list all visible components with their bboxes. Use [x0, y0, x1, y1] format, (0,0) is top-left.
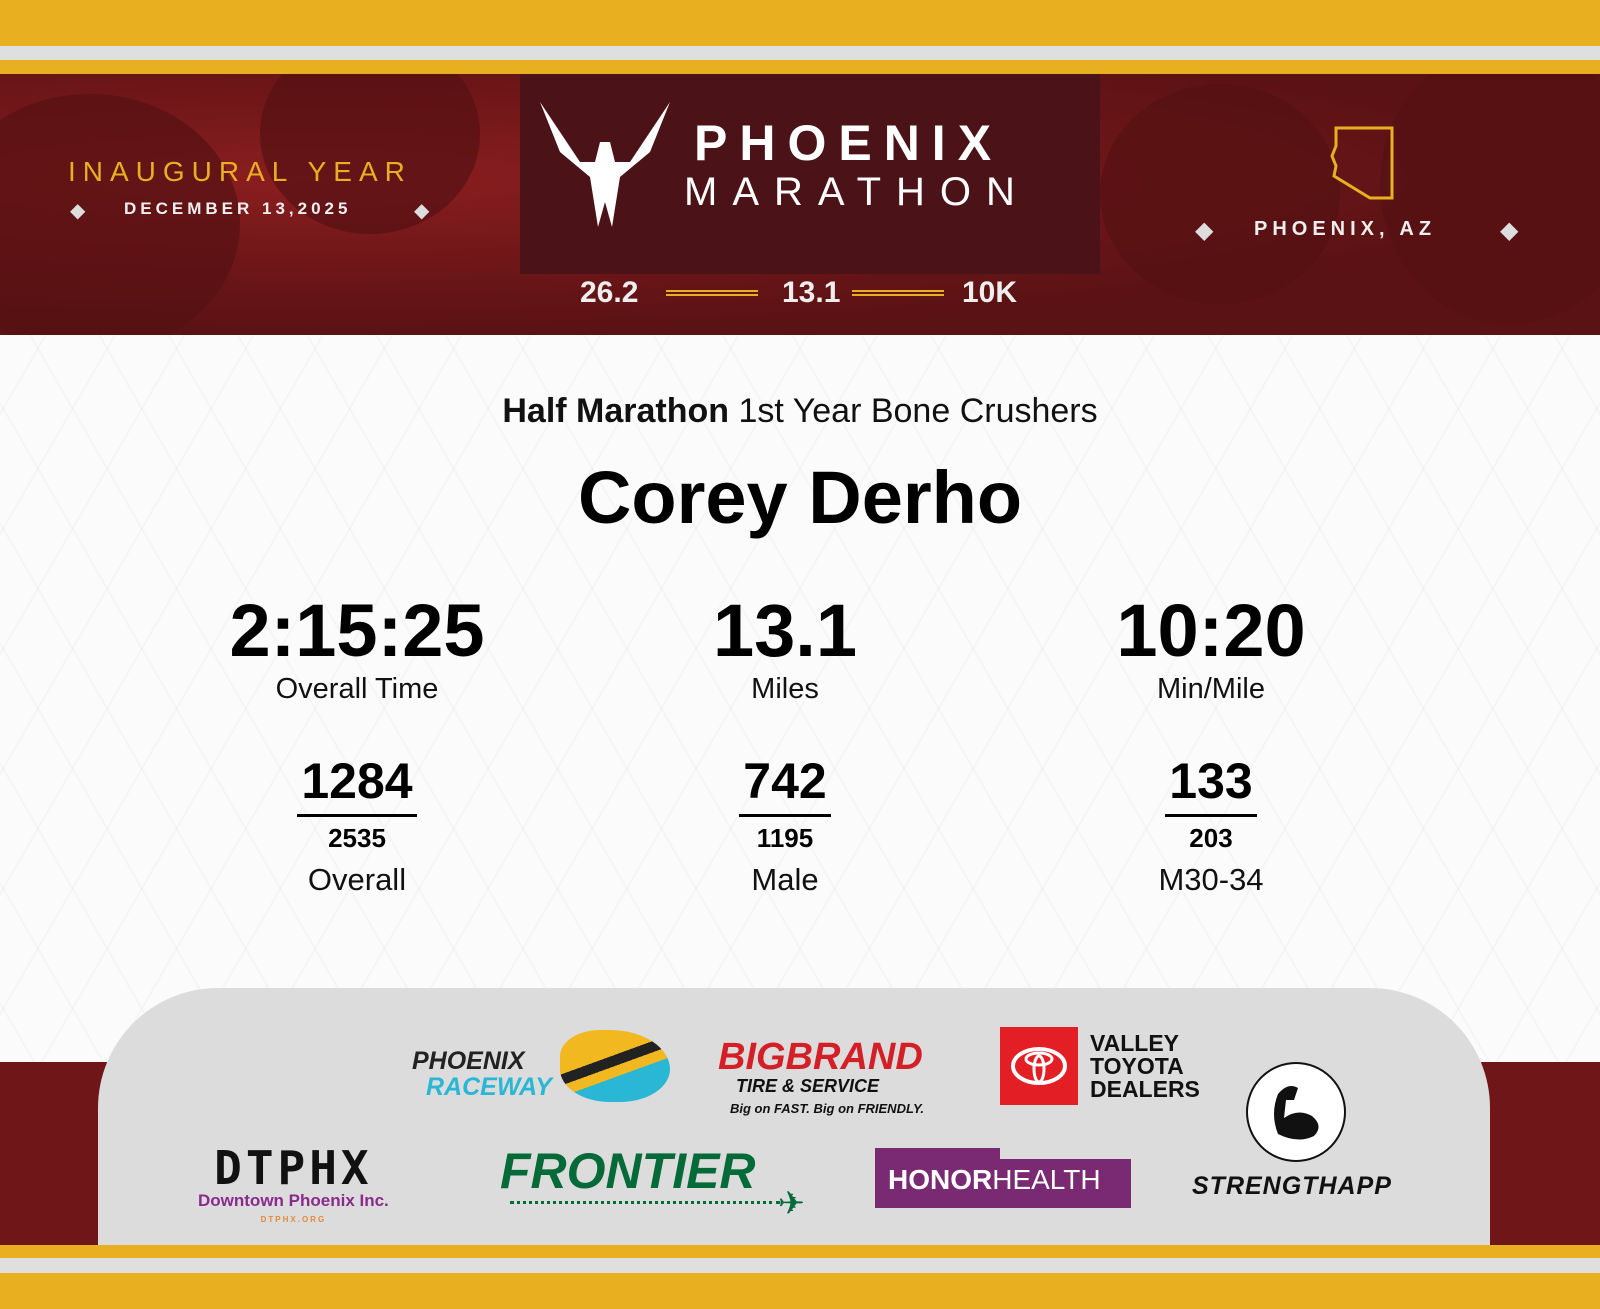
rank-label: M30-34	[1158, 862, 1264, 897]
title-marathon: MARATHON	[684, 170, 1030, 214]
dtphx-name: Downtown Phoenix Inc.	[198, 1191, 389, 1210]
frontier-dotted-line	[510, 1201, 780, 1204]
bigbrand-name: BIGBRAND	[718, 1036, 923, 1078]
health-text: HEALTH	[992, 1164, 1101, 1195]
team-name: 1st Year Bone Crushers	[738, 392, 1098, 430]
sponsor-dtphx: DTPHX Downtown Phoenix Inc. DTPHX.ORG	[198, 1145, 389, 1224]
rank-gender: 742 1195 Male	[585, 752, 985, 898]
stat-value: 2:15:25	[229, 589, 485, 672]
sponsor-strengthapp: STRENGTHAPP	[1192, 1172, 1392, 1200]
event-line: Half Marathon 1st Year Bone Crushers	[0, 392, 1600, 431]
bottom-gold-stripe-2	[0, 1273, 1600, 1309]
raceway-line2: RACEWAY	[426, 1073, 552, 1101]
strengthapp-emblem	[1246, 1062, 1346, 1162]
header-banner: INAUGURAL YEAR ◆ DECEMBER 13,2025 ◆ PHOE…	[0, 74, 1600, 335]
title-phoenix: PHOENIX	[694, 115, 1004, 171]
bottom-light-stripe	[0, 1258, 1600, 1273]
sponsor-phoenix-raceway: PHOENIX RACEWAY	[412, 1048, 552, 1100]
stat-pace: 10:20 Min/Mile	[1011, 588, 1411, 706]
rank-age-group: 133 203 M30-34	[1011, 752, 1411, 898]
airplane-icon: ✈	[778, 1185, 805, 1221]
runner-name: Corey Derho	[577, 456, 1023, 539]
top-light-stripe	[0, 46, 1600, 60]
dtphx-wordmark: DTPHX	[214, 1141, 373, 1195]
distance-10k: 10K	[962, 276, 1018, 309]
diamond-icon: ◆	[1195, 217, 1214, 244]
rank-total: 2535	[328, 823, 386, 853]
rank-total: 1195	[756, 823, 814, 853]
rank-label: Overall	[307, 862, 407, 897]
race-location: PHOENIX, AZ	[1254, 218, 1437, 240]
stat-label: Overall Time	[275, 673, 439, 705]
rank-place: 133	[1165, 752, 1257, 817]
race-date: DECEMBER 13,2025	[124, 199, 352, 218]
honorhealth-notch	[1000, 1148, 1131, 1159]
dtphx-url: DTPHX.ORG	[260, 1215, 327, 1224]
diamond-icon: ◆	[70, 200, 86, 222]
distance-26-2: 26.2	[580, 276, 639, 309]
raceway-line1: PHOENIX	[412, 1047, 525, 1075]
sponsor-bigbrand: BIGBRAND TIRE & SERVICE Big on FAST. Big…	[718, 1038, 924, 1116]
rank-total: 203	[1189, 823, 1233, 853]
toyota-line2: TOYOTA	[1090, 1053, 1184, 1079]
diamond-icon: ◆	[414, 200, 430, 222]
arizona-outline-icon	[1330, 126, 1394, 200]
sponsor-valley-toyota: VALLEY TOYOTA DEALERS	[1090, 1032, 1200, 1101]
honor-text: HONOR	[888, 1164, 993, 1195]
toyota-logo-box	[1000, 1027, 1078, 1105]
stat-miles: 13.1 Miles	[585, 588, 985, 706]
toyota-line1: VALLEY	[1090, 1030, 1180, 1056]
stat-label: Min/Mile	[1157, 673, 1265, 705]
rank-label: Male	[751, 862, 819, 897]
stat-value: 10:20	[1116, 589, 1306, 672]
event-name: Half Marathon	[502, 392, 730, 430]
top-gold-stripe	[0, 0, 1600, 46]
gold-divider	[852, 290, 944, 296]
inaugural-year: INAUGURAL YEAR	[68, 156, 412, 187]
diamond-icon: ◆	[1500, 217, 1519, 244]
stat-value: 13.1	[712, 589, 858, 672]
stat-overall-time: 2:15:25 Overall Time	[157, 588, 557, 706]
bigbrand-tagline: Big on FAST. Big on FRIENDLY.	[730, 1101, 925, 1116]
toyota-line3: DEALERS	[1090, 1076, 1200, 1102]
bottom-gold-stripe	[0, 1245, 1600, 1258]
flexed-arm-icon	[1274, 1086, 1319, 1140]
distance-13-1: 13.1	[782, 276, 841, 309]
sponsor-frontier: FRONTIER	[500, 1143, 756, 1199]
rank-place: 742	[739, 752, 831, 817]
phoenix-bird-logo	[540, 102, 670, 227]
top-gold-stripe-2	[0, 60, 1600, 74]
rank-overall: 1284 2535 Overall	[157, 752, 557, 898]
bigbrand-sub: TIRE & SERVICE	[736, 1076, 880, 1096]
sponsor-honorhealth: HONORHEALTH	[888, 1164, 1101, 1196]
raceway-emblem	[560, 1030, 670, 1102]
rank-place: 1284	[297, 752, 417, 817]
stat-label: Miles	[751, 673, 819, 705]
gold-divider	[666, 290, 758, 296]
toyota-emblem-icon	[1011, 1047, 1067, 1085]
